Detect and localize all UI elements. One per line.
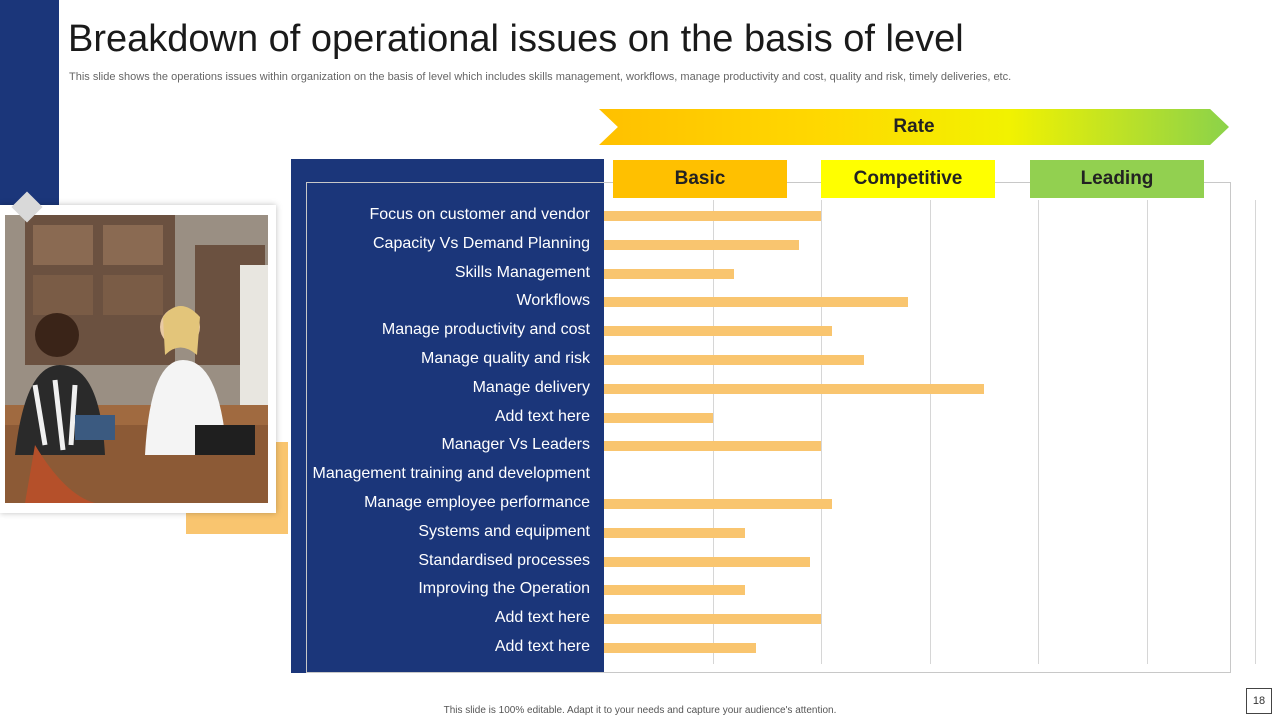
level-competitive: Competitive — [821, 160, 995, 198]
bar — [604, 268, 735, 279]
category-label: Manage quality and risk — [421, 350, 590, 367]
category-label: Workflows — [516, 292, 591, 310]
category-label: Focus on customer and vendor — [369, 206, 590, 223]
level-competitive-label: Competitive — [853, 168, 963, 189]
bar — [604, 527, 746, 538]
bar — [604, 412, 713, 423]
category-label: Add text here — [494, 407, 590, 425]
level-basic: Basic — [613, 160, 787, 198]
page-subtitle: This slide shows the operations issues w… — [69, 71, 1012, 83]
bar — [604, 383, 984, 394]
rate-header-arrow: Rate — [599, 109, 1229, 145]
gridline — [712, 200, 714, 664]
left-accent-band — [0, 0, 59, 205]
bar — [604, 614, 821, 625]
bar — [604, 239, 800, 250]
level-leading: Leading — [1030, 160, 1204, 198]
gridline — [1146, 200, 1148, 664]
category-label: Skills Management — [454, 263, 590, 281]
category-panel — [291, 159, 604, 673]
category-label: Add text here — [494, 609, 590, 627]
category-label: Capacity Vs Demand Planning — [372, 234, 590, 252]
bar — [604, 585, 746, 596]
gridline — [821, 200, 822, 664]
team-meeting-photo — [5, 215, 268, 503]
level-leading-label: Leading — [1080, 168, 1154, 189]
bar — [604, 499, 832, 509]
category-label: Systems and equipment — [418, 522, 590, 540]
bar — [604, 643, 756, 653]
photo-frame — [0, 205, 276, 513]
bar — [604, 355, 865, 365]
category-label: Manage productivity and cost — [381, 321, 590, 339]
category-label: Add text here — [494, 638, 590, 655]
category-label: Standardised processes — [418, 551, 590, 569]
category-label: Manage employee performance — [364, 494, 590, 511]
bar — [604, 556, 811, 567]
bar — [604, 326, 832, 337]
bar — [604, 211, 821, 221]
bar — [604, 441, 821, 452]
category-label: Manage delivery — [472, 378, 590, 396]
gridline — [1038, 200, 1039, 664]
page-title: Breakdown of operational issues on the b… — [68, 18, 964, 60]
category-label: Manager Vs Leaders — [441, 436, 590, 454]
category-label: Improving the Operation — [418, 580, 590, 598]
category-label: Management training and development — [312, 465, 590, 483]
footer-note: This slide is 100% editable. Adapt it to… — [443, 705, 837, 716]
gridline — [1255, 200, 1256, 664]
gridline — [929, 200, 931, 664]
bar — [604, 297, 908, 308]
page-number: 18 — [1246, 688, 1272, 714]
rate-label: Rate — [893, 116, 935, 137]
level-basic-label: Basic — [674, 168, 726, 189]
